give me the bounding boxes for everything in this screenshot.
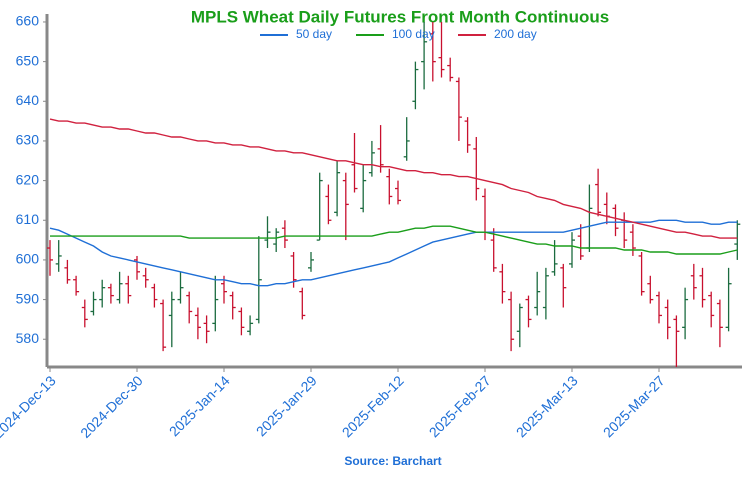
x-tick-label: 2024-Dec-13 <box>0 372 59 441</box>
source-note: Source: Barchart <box>344 454 441 468</box>
x-tick-label: 2025-Feb-27 <box>426 372 494 440</box>
y-tick-label: 620 <box>16 171 40 187</box>
y-tick-label: 580 <box>16 330 40 346</box>
x-tick-label: 2025-Mar-13 <box>513 372 581 440</box>
x-tick-label: 2025-Jan-29 <box>253 372 320 439</box>
y-tick-label: 600 <box>16 251 40 267</box>
chart-title: MPLS Wheat Daily Futures Front Month Con… <box>191 7 609 26</box>
x-tick-label: 2025-Mar-27 <box>600 372 668 440</box>
y-tick-label: 660 <box>16 13 40 29</box>
ma-line <box>49 118 738 239</box>
x-tick-label: 2025-Feb-12 <box>339 372 407 440</box>
legend-label: 100 day <box>392 27 435 41</box>
y-tick-label: 610 <box>16 211 40 227</box>
legend-label: 50 day <box>296 27 332 41</box>
legend-label: 200 day <box>494 27 537 41</box>
x-tick-label: 2024-Dec-30 <box>77 372 146 441</box>
ma-line <box>49 219 738 287</box>
y-tick-label: 630 <box>16 132 40 148</box>
x-tick-label: 2025-Jan-14 <box>166 372 233 439</box>
y-tick-label: 640 <box>16 92 40 108</box>
y-tick-label: 590 <box>16 290 40 306</box>
ma-line <box>50 225 738 255</box>
y-tick-label: 650 <box>16 52 40 68</box>
